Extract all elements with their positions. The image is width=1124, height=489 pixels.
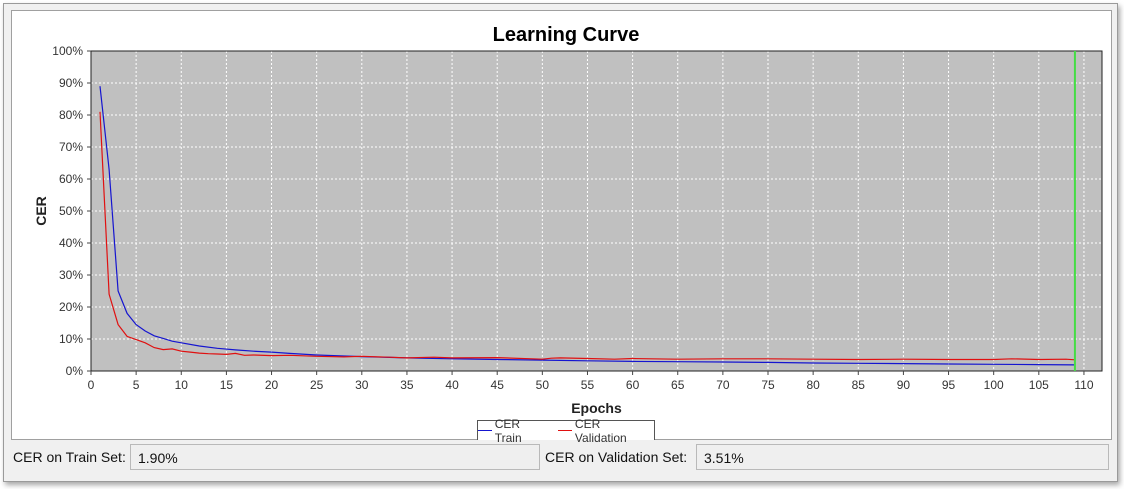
x-tick-label: 95	[942, 378, 956, 392]
y-tick-label: 40%	[59, 236, 83, 250]
y-tick-label: 60%	[59, 172, 83, 186]
x-tick-label: 80	[806, 378, 820, 392]
y-tick-label: 30%	[59, 268, 83, 282]
y-tick-label: 70%	[59, 140, 83, 154]
train-cer-field: 1.90%	[130, 444, 540, 470]
chart-legend: CER Train CER Validation	[477, 417, 655, 445]
x-tick-label: 10	[175, 378, 189, 392]
x-tick-label: 30	[355, 378, 369, 392]
x-tick-label: 5	[133, 378, 140, 392]
train-cer-label: CER on Train Set:	[13, 449, 126, 465]
x-tick-label: 105	[1029, 378, 1049, 392]
legend-label-validation: CER Validation	[574, 416, 627, 445]
legend-swatch-validation	[558, 430, 572, 431]
x-tick-label: 45	[491, 378, 505, 392]
x-tick-label: 40	[445, 378, 459, 392]
y-tick-label: 90%	[59, 76, 83, 90]
stats-bar: CER on Train Set: 1.90% CER on Validatio…	[9, 442, 1112, 472]
x-tick-label: 70	[716, 378, 730, 392]
x-tick-label: 20	[265, 378, 279, 392]
x-tick-label: 60	[626, 378, 640, 392]
chart-title: Learning Curve	[493, 24, 640, 46]
series-line-train	[99, 86, 1075, 366]
y-tick-label: 10%	[59, 332, 83, 346]
learning-curve-window: Learning Curve 0% 10% 20% 30% 40% 50% 60% 70% 80%…	[3, 3, 1118, 482]
x-tick-label: 75	[761, 378, 775, 392]
x-tick-label: 25	[310, 378, 324, 392]
y-tick-label: 100%	[52, 44, 83, 58]
x-axis-label: Epochs	[571, 400, 622, 416]
x-tick-label: 55	[581, 378, 595, 392]
learning-curve-chart: Learning Curve 0% 10% 20% 30% 40% 50% 60% 70% 80%…	[33, 24, 1103, 416]
x-tick-label: 50	[536, 378, 550, 392]
y-axis-label: CER	[33, 196, 49, 226]
validation-cer-field: 3.51%	[696, 444, 1109, 470]
x-tick-label: 35	[400, 378, 414, 392]
series-line-validation	[99, 111, 1075, 361]
x-tick-label: 85	[852, 378, 866, 392]
chart-panel: Learning Curve 0% 10% 20% 30% 40% 50% 60% 70% 80%…	[11, 10, 1112, 445]
x-tick-label: 0	[88, 378, 95, 392]
x-tick-label: 65	[671, 378, 685, 392]
y-tick-label: 0%	[66, 364, 84, 378]
legend-item-validation: CER Validation	[558, 417, 654, 445]
x-tick-label: 90	[897, 378, 911, 392]
y-tick-label: 20%	[59, 300, 83, 314]
validation-cer-label: CER on Validation Set:	[545, 449, 688, 465]
y-tick-label: 80%	[59, 108, 83, 122]
legend-item-train: CER Train	[478, 417, 549, 445]
legend-label-train: CER Train	[494, 416, 522, 445]
x-tick-label: 15	[220, 378, 234, 392]
x-tick-label: 100	[984, 378, 1004, 392]
y-tick-label: 50%	[59, 204, 83, 218]
legend-swatch-train	[478, 430, 492, 431]
x-tick-label: 110	[1074, 378, 1093, 392]
